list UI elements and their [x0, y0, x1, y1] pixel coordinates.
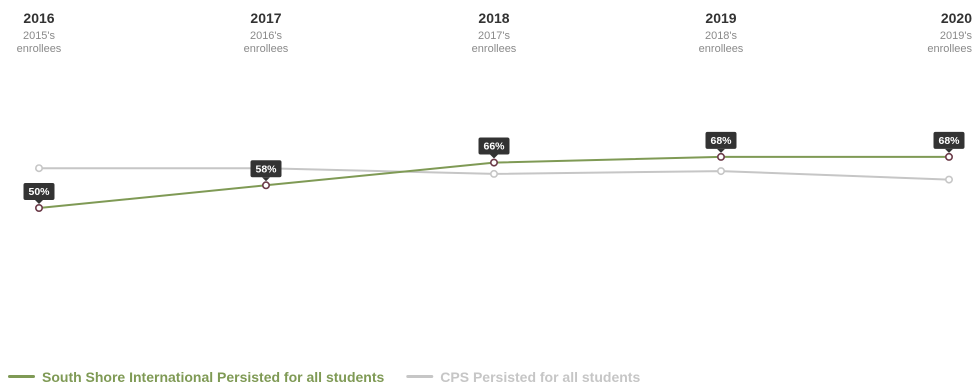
data-label-tag: 68%: [705, 131, 737, 153]
x-tick-label-2018: 2018: [478, 10, 509, 26]
x-tick-label-2020: 2020: [941, 10, 972, 26]
x-tick-label-2019: 2019: [705, 10, 736, 26]
x-tick-label-2016: 2016: [23, 10, 54, 26]
x-tick-sublabel: 2019's: [940, 30, 973, 42]
legend-item-0[interactable]: South Shore International Persisted for …: [8, 369, 384, 385]
legend-label: CPS Persisted for all students: [440, 369, 640, 385]
data-point[interactable]: [261, 181, 270, 190]
data-point[interactable]: [34, 204, 43, 213]
data-point[interactable]: [716, 167, 725, 176]
data-label-text: 68%: [710, 135, 732, 147]
data-point[interactable]: [716, 152, 725, 161]
x-axis-labels: 20162015'senrollees20172016'senrollees20…: [17, 10, 973, 55]
data-label-text: 58%: [255, 163, 277, 175]
data-label-text: 66%: [483, 141, 505, 153]
x-tick-sublabel: enrollees: [699, 43, 744, 55]
data-point[interactable]: [489, 169, 498, 178]
x-tick-sublabel: enrollees: [244, 43, 289, 55]
data-point[interactable]: [944, 152, 953, 161]
legend-item-1[interactable]: CPS Persisted for all students: [406, 369, 640, 385]
data-label-tag: 58%: [250, 160, 282, 182]
legend: South Shore International Persisted for …: [8, 369, 640, 385]
x-tick-sublabel: enrollees: [927, 43, 972, 55]
x-tick-sublabel: 2016's: [250, 30, 283, 42]
x-tick-sublabel: 2018's: [705, 30, 738, 42]
x-tick-label-2017: 2017: [250, 10, 281, 26]
legend-swatch: [406, 375, 434, 378]
data-label-tag: 68%: [933, 131, 965, 153]
series-points: [34, 152, 953, 213]
legend-swatch: [8, 375, 35, 378]
data-label-tag: 50%: [23, 183, 55, 204]
data-label-text: 50%: [28, 186, 50, 198]
x-tick-sublabel: enrollees: [17, 43, 62, 55]
legend-label: South Shore International Persisted for …: [42, 369, 384, 385]
data-label-tag: 66%: [478, 137, 510, 159]
x-tick-sublabel: 2017's: [478, 30, 511, 42]
data-point[interactable]: [34, 164, 43, 173]
x-tick-sublabel: 2015's: [23, 30, 56, 42]
x-tick-sublabel: enrollees: [472, 43, 517, 55]
data-point[interactable]: [489, 158, 498, 167]
data-labels: 50% 58% 66% 68% 68%: [23, 131, 965, 204]
data-point[interactable]: [944, 175, 953, 184]
data-label-text: 68%: [938, 135, 960, 147]
